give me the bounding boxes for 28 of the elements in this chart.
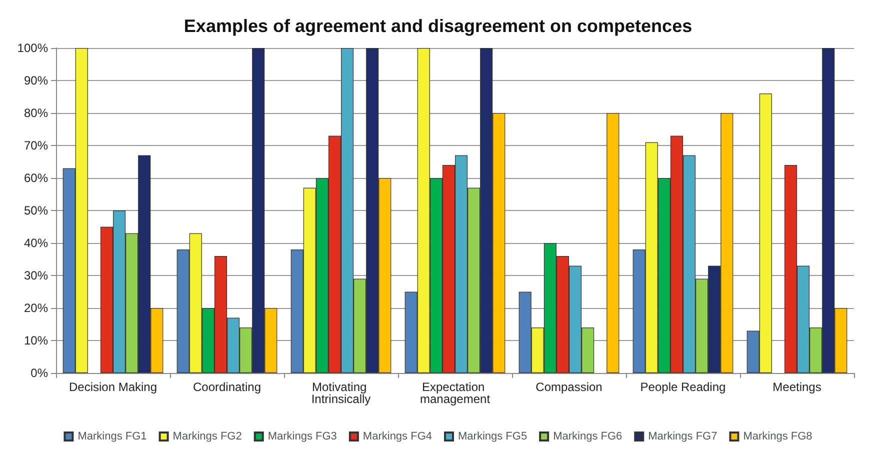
y-tick-label: 10% — [24, 334, 48, 348]
legend-label: Markings FG8 — [743, 430, 812, 442]
x-tick-label: People Reading — [640, 380, 726, 394]
x-tick-label: Meetings — [772, 380, 822, 394]
y-tick-label: 80% — [24, 106, 48, 120]
y-tick-label: 40% — [24, 236, 48, 250]
bar — [606, 113, 620, 373]
y-tick-label: 50% — [24, 204, 48, 218]
y-tick-label: 70% — [24, 138, 48, 152]
legend-label: Markings FG7 — [648, 430, 718, 442]
y-tick-label: 60% — [24, 171, 48, 185]
legend-label: Markings FG4 — [362, 430, 432, 442]
x-tick-label: Expectation management — [420, 380, 491, 406]
y-tick-label: 100% — [17, 41, 48, 55]
chart-title: Examples of agreement and disagreement on competences — [184, 16, 692, 36]
legend-label: Markings FG2 — [172, 430, 242, 442]
legend-label: Markings FG5 — [458, 430, 528, 442]
y-tick-label: 20% — [24, 301, 48, 315]
legend-label: Markings FG6 — [553, 430, 622, 442]
x-tick-label: Coordinating — [192, 380, 262, 394]
x-tick-label: Compassion — [536, 380, 602, 394]
y-tick-label: 0% — [30, 366, 48, 380]
y-tick-label: 30% — [24, 268, 48, 282]
legend-label: Markings FG1 — [78, 430, 147, 442]
y-tick-label: 90% — [24, 74, 48, 88]
legend-label: Markings FG3 — [268, 430, 337, 442]
x-tick-label: Decision Making — [68, 380, 158, 394]
x-tick-label: Motivating Intrinsically — [311, 380, 371, 406]
